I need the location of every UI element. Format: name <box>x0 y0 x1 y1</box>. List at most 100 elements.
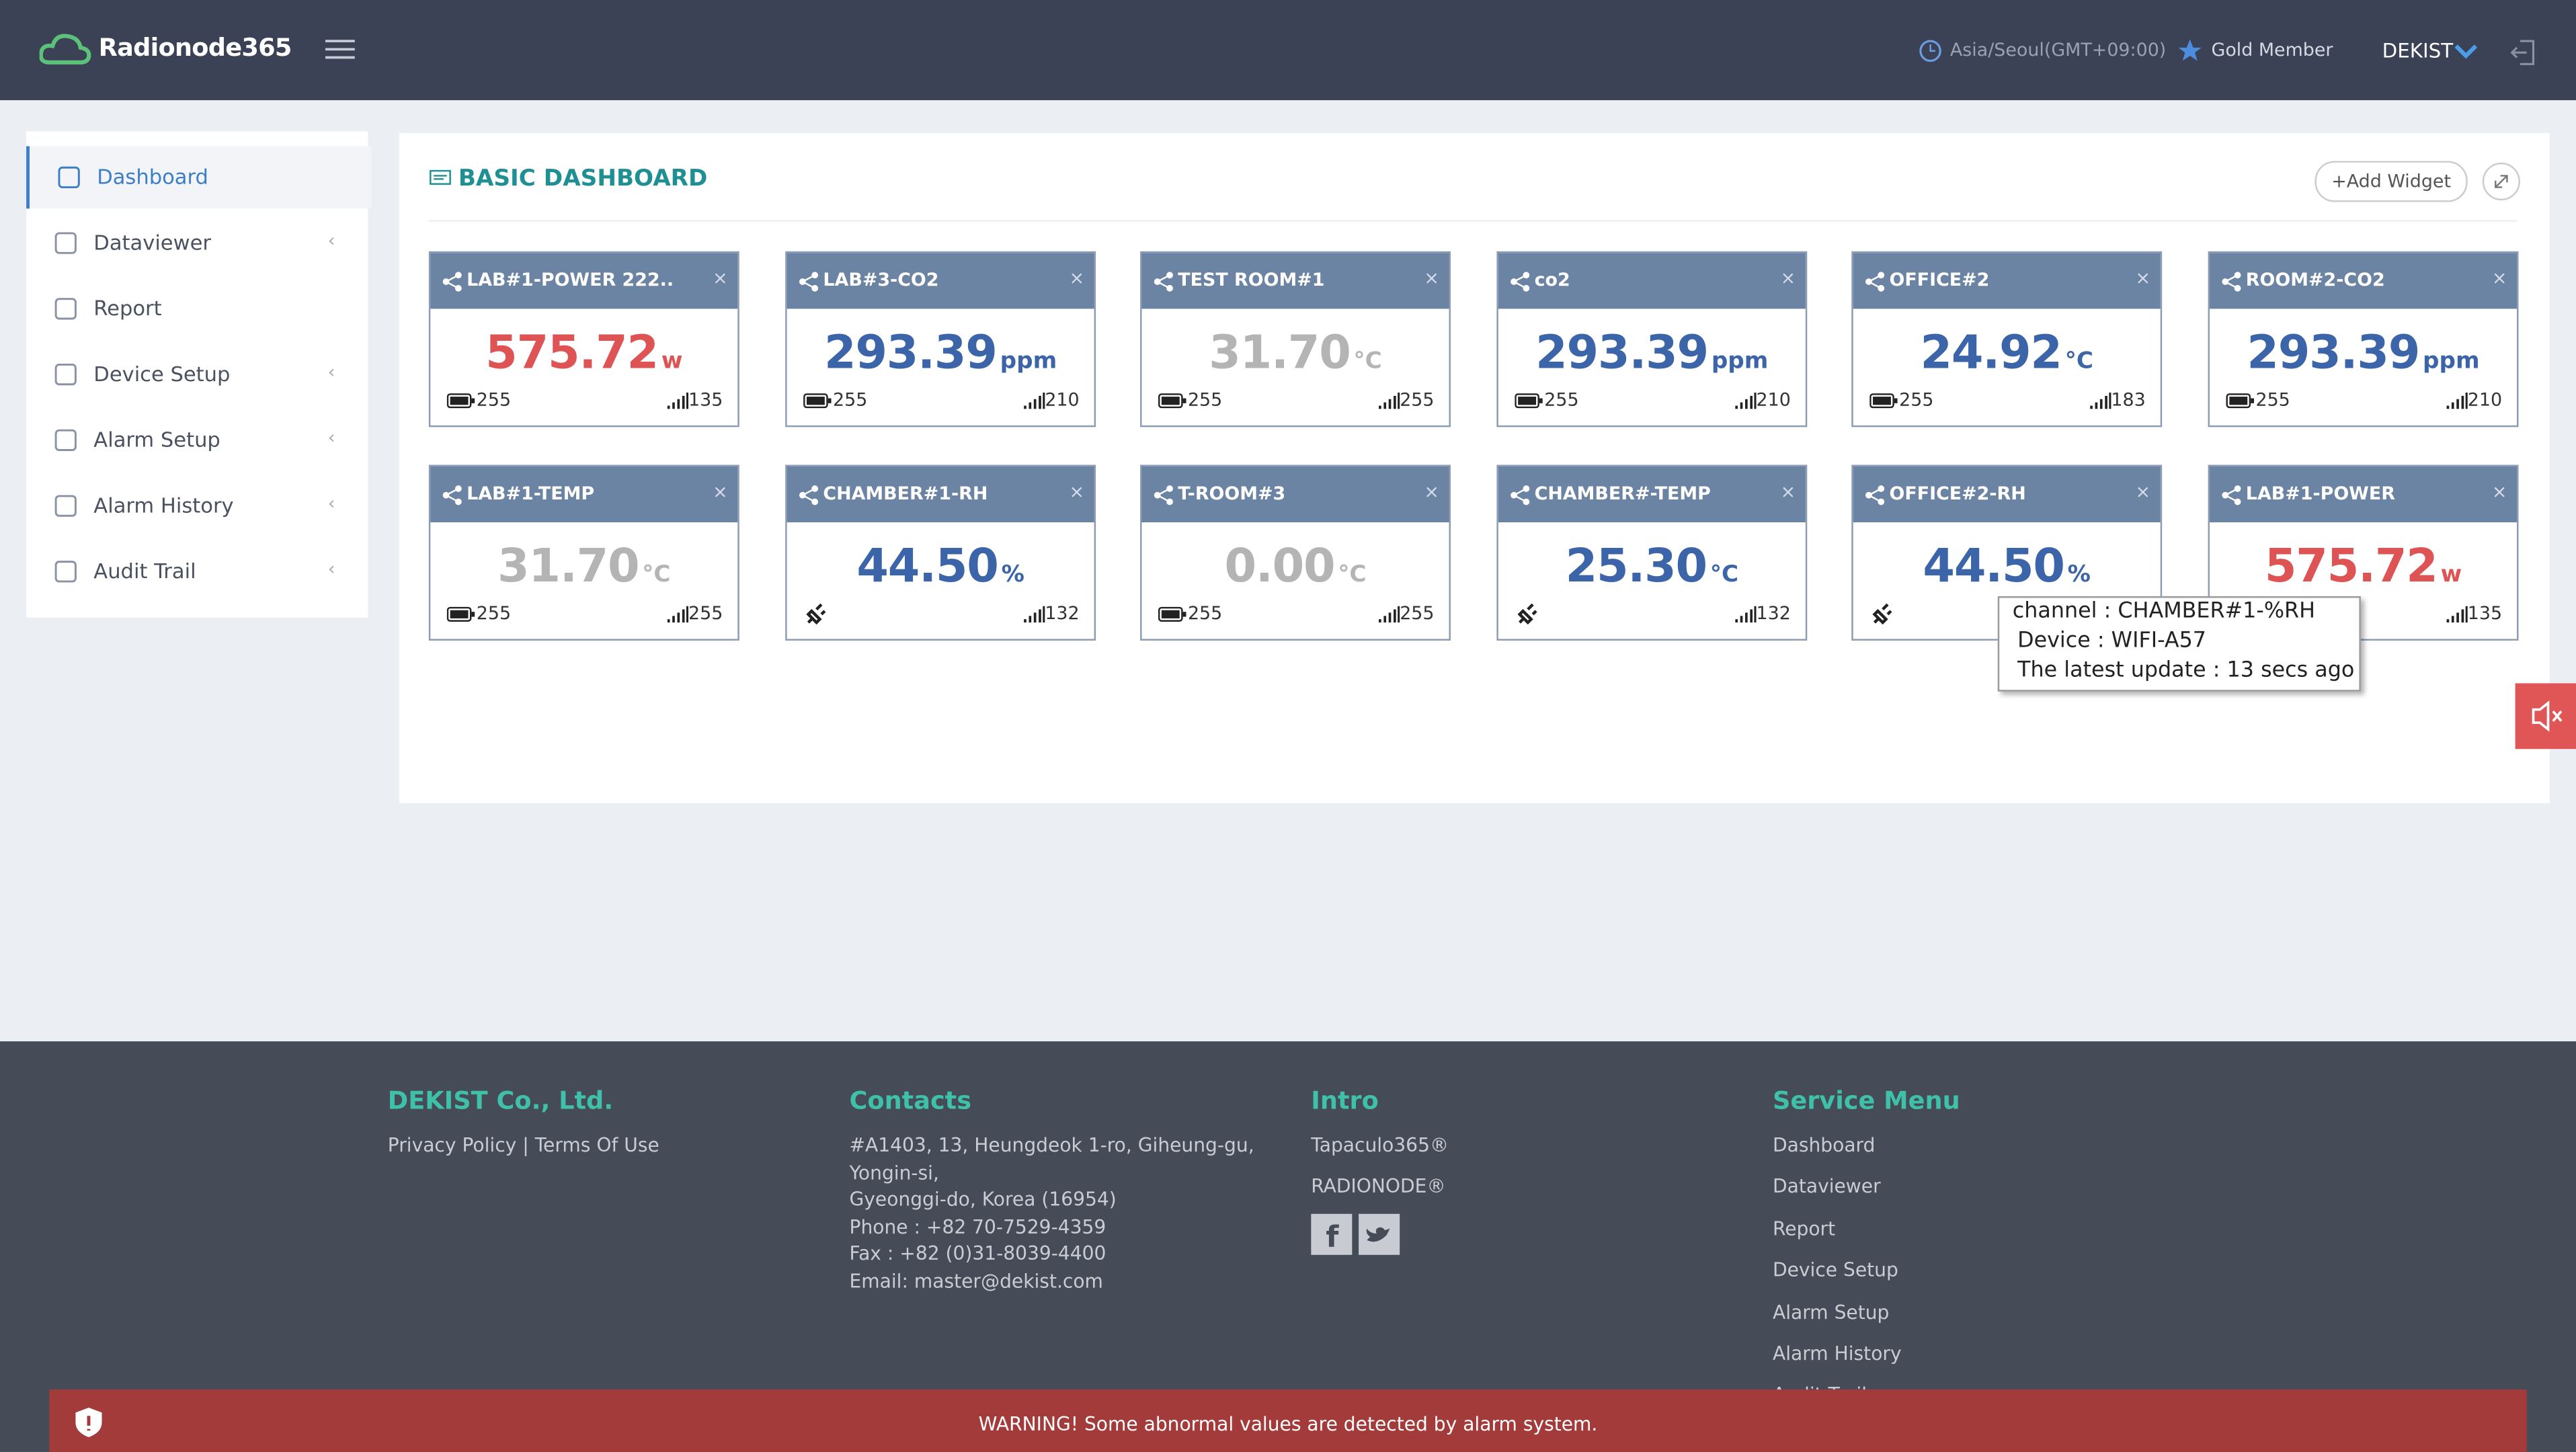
widget-reading: 293.39 ppm <box>2210 325 2517 380</box>
widget-header: LAB#1-TEMP × <box>430 466 738 523</box>
widget-header: LAB#1-POWER × <box>2210 466 2518 523</box>
contact-line: Fax : +82 (0)31-8039-4400 <box>849 1242 1106 1266</box>
widget-close[interactable]: × <box>2491 268 2507 290</box>
signal-icon <box>2446 606 2468 623</box>
sensor-widget[interactable]: TEST ROOM#1 × 31.70 °C 255 255 <box>1140 251 1451 428</box>
power-plug-icon <box>1517 603 1537 625</box>
sensor-widget[interactable]: ROOM#2-CO2 × 293.39 ppm 255 210 <box>2208 251 2519 428</box>
sensor-widget[interactable]: CHAMBER#1-RH × 44.50% 132 <box>785 465 1096 641</box>
widget-reading: 25.30 °C <box>1498 538 1806 593</box>
widget-close[interactable]: × <box>713 268 728 290</box>
battery-icon <box>446 606 475 622</box>
intro-link[interactable]: RADIONODE® <box>1311 1174 1446 1198</box>
service-link[interactable]: Alarm Setup <box>1772 1300 1890 1324</box>
widget-reading: 575.72 w <box>430 325 737 380</box>
nav-item[interactable]: Audit Trail ‹ <box>26 540 368 603</box>
share-icon <box>442 485 462 506</box>
signal-icon <box>1379 606 1400 623</box>
sensor-widget[interactable]: LAB#3-CO2 × 293.39 ppm 255 210 <box>785 251 1096 428</box>
widget-reading: 293.39 ppm <box>1498 325 1806 380</box>
nav-label: Device Setup <box>93 361 231 387</box>
footer-heading: DEKIST Co., Ltd. <box>387 1086 614 1116</box>
tooltip: channel : CHAMBER#1-%RH Device : WIFI-A57… <box>1997 596 2361 692</box>
widget-close[interactable]: × <box>1780 481 1796 503</box>
tooltip-line: Device : WIFI-A57 <box>2017 629 2207 654</box>
mute-icon <box>2532 700 2563 732</box>
dashboard-icon <box>430 169 451 185</box>
service-link[interactable]: Device Setup <box>1772 1258 1898 1282</box>
expand-icon <box>2495 175 2508 188</box>
service-link[interactable]: Alarm History <box>1772 1342 1902 1365</box>
widget-close[interactable]: × <box>1424 481 1439 503</box>
contact-line: #A1403, 13, Heungdeok 1-ro, Giheung-gu, <box>849 1133 1254 1157</box>
service-link[interactable]: Dataviewer <box>1772 1174 1881 1199</box>
logout-icon[interactable] <box>2510 40 2536 66</box>
widget-value: 0.00 <box>1224 538 1335 594</box>
sensor-widget[interactable]: CHAMBER#-TEMP × 25.30 °C 132 <box>1496 465 1808 641</box>
mute-button[interactable] <box>2515 683 2576 750</box>
share-icon <box>1511 272 1530 292</box>
nav-item[interactable]: Report <box>26 278 368 340</box>
nav-label: Alarm History <box>93 493 234 518</box>
membership: Gold Member <box>2211 39 2333 61</box>
sensor-widget[interactable]: OFFICE#2 × 24.92 °C 255 183 <box>1851 251 2163 428</box>
nav-item[interactable]: Dataviewer ‹ <box>26 212 368 274</box>
sensor-widget[interactable]: co2 × 293.39 ppm 255 210 <box>1496 251 1808 428</box>
battery-level: 255 <box>1899 389 1934 411</box>
widget-close[interactable]: × <box>1069 268 1084 290</box>
widget-value: 44.50 <box>856 538 999 594</box>
share-icon <box>1511 485 1530 506</box>
sensor-widget[interactable]: LAB#1-POWER 222.. × 575.72 w 255 135 <box>428 251 739 428</box>
widget-header: co2 × <box>1498 253 1806 309</box>
sensor-widget[interactable]: LAB#1-TEMP × 31.70 °C 255 255 <box>428 465 739 641</box>
widget-close[interactable]: × <box>713 481 728 503</box>
widget-close[interactable]: × <box>2135 268 2151 290</box>
widget-close[interactable]: × <box>1069 481 1084 503</box>
service-link[interactable]: Report <box>1772 1217 1836 1240</box>
user-menu[interactable]: DEKIST <box>2382 39 2454 63</box>
widget-unit: °C <box>1709 561 1739 588</box>
battery-icon <box>803 393 832 409</box>
widget-name: TEST ROOM#1 <box>1178 269 1325 291</box>
share-icon <box>799 272 819 292</box>
footer-link[interactable]: Privacy Policy <box>387 1133 517 1157</box>
nav-item[interactable]: Alarm Setup ‹ <box>26 409 368 471</box>
widget-name: LAB#1-TEMP <box>467 483 595 505</box>
widget-unit: % <box>1001 561 1024 588</box>
sensor-widget[interactable]: LAB#1-POWER × 575.72w 255 135 <box>2208 465 2519 641</box>
widget-close[interactable]: × <box>1424 268 1439 290</box>
widget-close[interactable]: × <box>2135 481 2151 503</box>
intro-link[interactable]: Tapaculo365® <box>1311 1133 1449 1157</box>
widget-close[interactable]: × <box>1780 268 1796 290</box>
divider <box>428 220 2518 222</box>
sensor-widget[interactable]: T-ROOM#3 × 0.00 °C 255 255 <box>1140 465 1451 641</box>
widget-header: CHAMBER#-TEMP × <box>1498 466 1806 523</box>
social-icons[interactable]: f <box>1311 1213 1403 1257</box>
widget-unit: ppm <box>2423 348 2480 375</box>
expand-button[interactable] <box>2482 162 2520 201</box>
widget-reading: 44.50% <box>787 538 1094 593</box>
menu-toggle[interactable] <box>325 38 355 61</box>
add-widget-button[interactable]: +Add Widget <box>2315 161 2468 202</box>
power-plug-icon <box>806 603 826 625</box>
widget-name: OFFICE#2-RH <box>1889 483 2026 505</box>
service-link[interactable]: Dashboard <box>1772 1133 1876 1157</box>
user-caret[interactable] <box>2454 44 2478 61</box>
share-icon <box>442 272 462 292</box>
nav-label: Dataviewer <box>93 230 211 255</box>
signal-level: 135 <box>2467 602 2503 624</box>
sidebar: Dashboard Dataviewer ‹ Report Device Set… <box>26 131 372 618</box>
nav-item[interactable]: Alarm History ‹ <box>26 475 368 537</box>
footer-link[interactable]: Terms Of Use <box>534 1133 659 1157</box>
nav-item[interactable]: Dashboard <box>26 146 372 209</box>
clock-icon <box>1919 40 1941 62</box>
widget-header: TEST ROOM#1 × <box>1141 253 1449 309</box>
nav-item[interactable]: Device Setup ‹ <box>26 344 368 406</box>
logo-icon <box>39 34 91 65</box>
share-icon <box>1865 272 1885 292</box>
battery-icon <box>2226 393 2255 409</box>
footer-heading: Contacts <box>849 1086 972 1116</box>
widget-close[interactable]: × <box>2491 481 2507 503</box>
